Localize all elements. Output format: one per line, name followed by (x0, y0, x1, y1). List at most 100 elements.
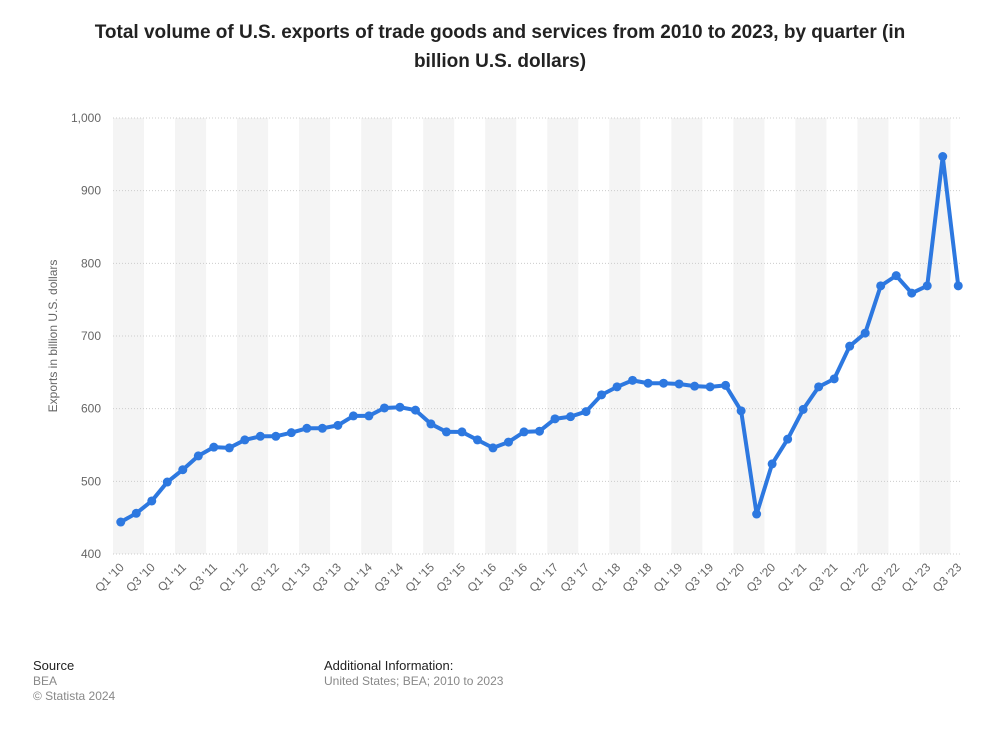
y-tick-label: 600 (81, 402, 101, 416)
point (581, 407, 591, 417)
source-block: Source BEA © Statista 2024 (33, 658, 115, 704)
point (519, 427, 529, 437)
point (860, 328, 870, 338)
x-tick-label: Q1 '23 (899, 560, 934, 595)
y-tick-label: 800 (81, 256, 101, 270)
point (705, 382, 715, 392)
x-tick-label: Q1 '21 (775, 560, 810, 595)
x-tick-label: Q3 '13 (309, 560, 344, 595)
point (891, 271, 901, 281)
point (426, 419, 436, 429)
x-tick-label: Q3 '19 (682, 560, 717, 595)
point (193, 451, 203, 461)
x-tick-label: Q3 '17 (558, 560, 593, 595)
point (612, 382, 622, 392)
x-tick-label: Q1 '22 (837, 560, 872, 595)
point (953, 281, 963, 291)
point (798, 404, 808, 414)
point (783, 434, 793, 444)
x-tick-label: Q1 '12 (216, 560, 251, 595)
point (271, 431, 281, 441)
point (659, 378, 669, 388)
point (767, 459, 777, 469)
point (302, 423, 312, 433)
band (547, 118, 579, 554)
x-tick-label: Q1 '18 (589, 560, 624, 595)
x-tick-label: Q1 '20 (713, 560, 748, 595)
x-tick-label: Q1 '16 (464, 560, 499, 595)
x-tick-label: Q3 '11 (186, 560, 220, 594)
x-tick-label: Q3 '16 (495, 560, 530, 595)
info-title: Additional Information: (324, 658, 454, 673)
point (752, 509, 762, 519)
x-tick-label: Q3 '12 (247, 560, 282, 595)
point (876, 281, 886, 291)
point (224, 443, 234, 453)
x-tick-label: Q1 '19 (651, 560, 686, 595)
point (348, 411, 358, 421)
point (503, 437, 513, 447)
point (566, 412, 576, 422)
point (209, 442, 219, 452)
point (829, 374, 839, 384)
source-title: Source (33, 658, 75, 673)
x-tick-label: Q3 '18 (620, 560, 655, 595)
point (162, 477, 172, 487)
point (333, 420, 343, 430)
point (550, 414, 560, 424)
point (674, 379, 684, 389)
point (721, 380, 731, 390)
point (147, 496, 157, 506)
y-tick-label: 900 (81, 184, 101, 198)
x-tick-label: Q3 '14 (371, 560, 406, 595)
x-tick-label: Q3 '20 (744, 560, 779, 595)
band (733, 118, 765, 554)
point (535, 426, 544, 436)
y-tick-label: 400 (81, 547, 101, 561)
copyright: © Statista 2024 (33, 689, 116, 703)
point (240, 435, 250, 445)
y-tick-label: 700 (81, 329, 101, 343)
point (441, 427, 451, 437)
point (178, 465, 188, 475)
point (643, 378, 653, 388)
x-tick-label: Q1 '10 (92, 560, 127, 595)
point (317, 423, 327, 433)
x-tick-label: Q3 '10 (123, 560, 158, 595)
point (131, 508, 141, 518)
x-tick-label: Q3 '21 (806, 560, 841, 595)
x-tick-label: Q1 '17 (526, 560, 561, 595)
x-tick-label: Q3 '22 (868, 560, 903, 595)
point (379, 403, 389, 413)
point (364, 411, 374, 421)
info: United States; BEA; 2010 to 2023 (324, 674, 504, 688)
point (410, 405, 420, 415)
point (690, 381, 700, 391)
point (597, 390, 607, 400)
point (845, 341, 855, 351)
point (472, 435, 482, 445)
point (736, 406, 746, 416)
info-block: Additional Information: United States; B… (324, 658, 503, 689)
chart: 400 500 600 700 800 900 1,000 Exports in billio… (46, 111, 965, 595)
point (116, 517, 126, 527)
point (488, 443, 498, 453)
x-tick-label: Q1 '11 (155, 560, 189, 594)
point (814, 382, 824, 392)
y-axis-label: Exports in billion U.S. dollars (46, 260, 60, 413)
y-tick-label: 1,000 (71, 111, 101, 125)
point (907, 288, 917, 298)
chart-title: Total volume of U.S. exports of trade go… (94, 22, 906, 72)
x-tick-label: Q1 '15 (402, 560, 437, 595)
point (395, 402, 405, 412)
point (286, 428, 296, 438)
point (255, 431, 265, 441)
point (922, 281, 932, 291)
x-tick-label: Q3 '23 (930, 560, 965, 595)
point (938, 152, 948, 162)
y-tick-label: 500 (81, 474, 101, 488)
source: BEA (33, 674, 58, 688)
x-tick-label: Q3 '15 (433, 560, 468, 595)
x-tick-label: Q1 '14 (340, 560, 375, 595)
